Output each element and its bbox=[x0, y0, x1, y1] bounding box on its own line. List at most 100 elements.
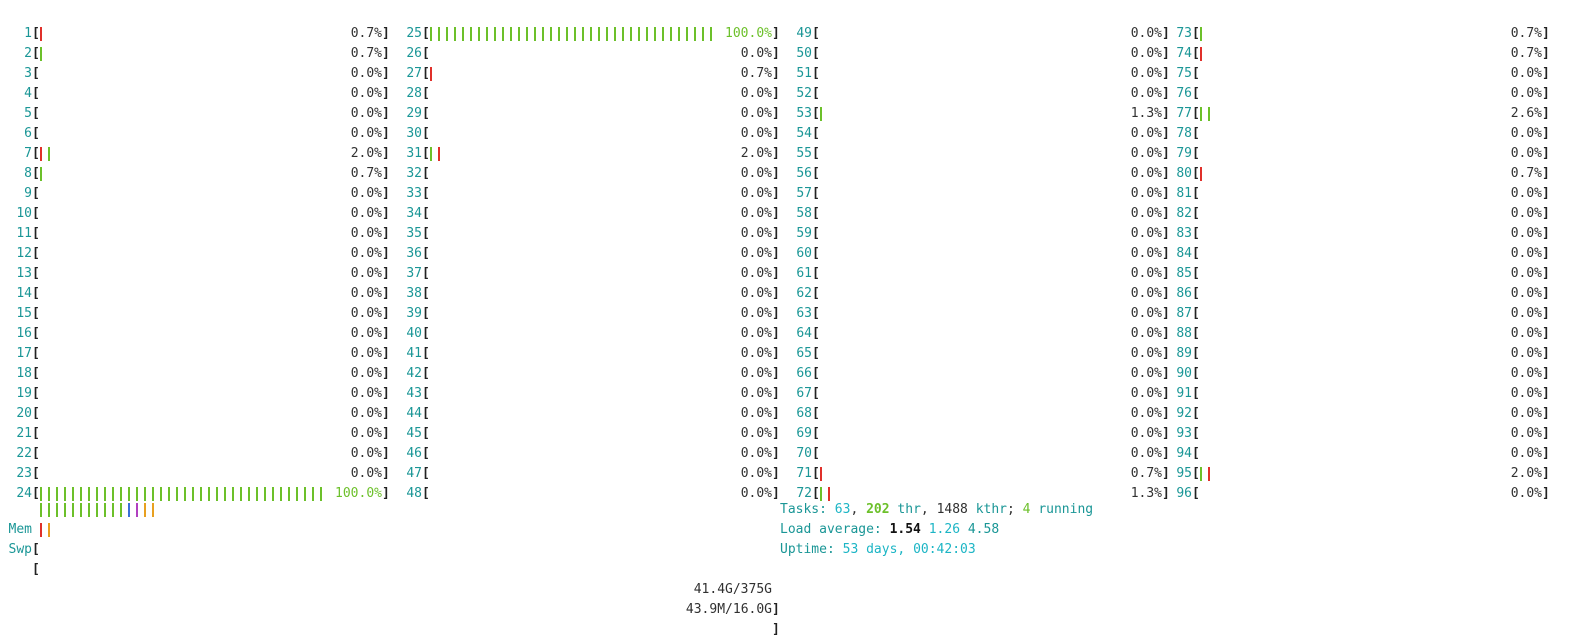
usage-bar bbox=[430, 27, 432, 41]
bracket-open: [ bbox=[812, 326, 820, 341]
cpu-percent: 0.0% bbox=[1130, 266, 1162, 281]
bracket-close: ] bbox=[1542, 46, 1550, 61]
cpu-percent: 0.0% bbox=[740, 446, 772, 461]
uptime-label: Uptime: bbox=[780, 542, 843, 557]
usage-bar bbox=[1200, 27, 1202, 41]
bracket-open: [ bbox=[1192, 366, 1200, 381]
cpu-percent: 0.0% bbox=[740, 426, 772, 441]
bracket-open: [ bbox=[422, 146, 430, 161]
bracket-close: ] bbox=[382, 266, 390, 281]
cpu-bar-graph bbox=[40, 44, 48, 64]
bracket-close: ] bbox=[1162, 326, 1170, 341]
bracket-open: [ bbox=[32, 426, 40, 441]
cpu-label: 45 bbox=[406, 426, 422, 441]
cpu-label: 73 bbox=[1176, 26, 1192, 41]
bracket-open: [ bbox=[32, 166, 40, 181]
bracket-open: [ bbox=[32, 306, 40, 321]
cpu-meter-43: 43[0.0%] bbox=[390, 384, 780, 404]
cpu-percent: 0.0% bbox=[1130, 26, 1162, 41]
bracket-open: [ bbox=[422, 346, 430, 361]
cpu-label: 39 bbox=[406, 306, 422, 321]
cpu-bar-graph bbox=[1200, 464, 1216, 484]
usage-bar bbox=[820, 467, 822, 481]
cpu-bar-graph bbox=[1200, 164, 1208, 184]
usage-bar bbox=[486, 27, 488, 41]
cpu-label: 85 bbox=[1176, 266, 1192, 281]
cpu-meter-95: 95[2.0%] bbox=[1160, 464, 1550, 484]
bracket-open: [ bbox=[422, 206, 430, 221]
bracket-open: [ bbox=[1192, 486, 1200, 501]
cpu-percent: 1.3% bbox=[1130, 106, 1162, 121]
cpu-label: 9 bbox=[24, 186, 32, 201]
bracket-open: [ bbox=[1192, 226, 1200, 241]
bracket-open: [ bbox=[32, 206, 40, 221]
bracket-close: ] bbox=[1542, 86, 1550, 101]
bracket-open: [ bbox=[1192, 66, 1200, 81]
cpu-bar-graph bbox=[820, 464, 828, 484]
tasks-sep-1: , bbox=[850, 502, 867, 517]
bracket-close: ] bbox=[1162, 366, 1170, 381]
bracket-open: [ bbox=[1192, 146, 1200, 161]
cpu-percent: 0.0% bbox=[1130, 286, 1162, 301]
usage-bar bbox=[40, 47, 42, 61]
cpu-label: 12 bbox=[16, 246, 32, 261]
bracket-close: ] bbox=[772, 346, 780, 361]
bracket-close: ] bbox=[1162, 106, 1170, 121]
cpu-percent: 0.7% bbox=[1510, 46, 1542, 61]
usage-bar bbox=[104, 487, 106, 501]
bracket-close: ] bbox=[1162, 426, 1170, 441]
cpu-meter-60: 60[0.0%] bbox=[780, 244, 1170, 264]
bracket-close: ] bbox=[772, 146, 780, 161]
bracket-open: [ bbox=[812, 426, 820, 441]
bracket-open: [ bbox=[32, 146, 40, 161]
bracket-close: ] bbox=[382, 306, 390, 321]
cpu-meter-22: 22[0.0%] bbox=[0, 444, 390, 464]
bracket-open: [ bbox=[422, 386, 430, 401]
bracket-open: [ bbox=[32, 226, 40, 241]
usage-bar bbox=[56, 487, 58, 501]
cpu-percent: 0.0% bbox=[350, 346, 382, 361]
cpu-meter-82: 82[0.0%] bbox=[1160, 204, 1550, 224]
usage-bar bbox=[1200, 47, 1202, 61]
cpu-label: 46 bbox=[406, 446, 422, 461]
cpu-percent: 0.0% bbox=[740, 166, 772, 181]
cpu-label: 67 bbox=[796, 386, 812, 401]
cpu-label: 28 bbox=[406, 86, 422, 101]
cpu-label: 17 bbox=[16, 346, 32, 361]
cpu-label: 29 bbox=[406, 106, 422, 121]
cpu-label: 7 bbox=[24, 146, 32, 161]
cpu-percent: 0.0% bbox=[1130, 126, 1162, 141]
cpu-percent: 0.0% bbox=[1130, 206, 1162, 221]
usage-bar bbox=[40, 27, 42, 41]
cpu-meter-28: 28[0.0%] bbox=[390, 84, 780, 104]
swap-bracket-close: ] bbox=[772, 622, 780, 637]
cpu-label: 82 bbox=[1176, 206, 1192, 221]
swap-value: 43.9M/16.0G bbox=[685, 602, 772, 617]
cpu-label: 52 bbox=[796, 86, 812, 101]
bracket-close: ] bbox=[382, 486, 390, 501]
cpu-meter-20: 20[0.0%] bbox=[0, 404, 390, 424]
cpu-label: 94 bbox=[1176, 446, 1192, 461]
cpu-percent: 2.0% bbox=[740, 146, 772, 161]
cpu-label: 66 bbox=[796, 366, 812, 381]
cpu-label: 47 bbox=[406, 466, 422, 481]
bracket-close: ] bbox=[1542, 106, 1550, 121]
cpu-label: 93 bbox=[1176, 426, 1192, 441]
cpu-percent: 0.0% bbox=[1130, 386, 1162, 401]
bracket-close: ] bbox=[772, 286, 780, 301]
bracket-open: [ bbox=[32, 486, 40, 501]
cpu-percent: 0.0% bbox=[1130, 46, 1162, 61]
cpu-meter-11: 11[0.0%] bbox=[0, 224, 390, 244]
cpu-meter-52: 52[0.0%] bbox=[780, 84, 1170, 104]
cpu-label: 72 bbox=[796, 486, 812, 501]
usage-bar bbox=[828, 487, 830, 501]
cpu-meter-66: 66[0.0%] bbox=[780, 364, 1170, 384]
bracket-open: [ bbox=[812, 186, 820, 201]
cpu-label: 77 bbox=[1176, 106, 1192, 121]
cpu-label: 59 bbox=[796, 226, 812, 241]
usage-bar bbox=[686, 27, 688, 41]
usage-bar bbox=[614, 27, 616, 41]
cpu-meter-13: 13[0.0%] bbox=[0, 264, 390, 284]
cpu-meter-24: 24[100.0%] bbox=[0, 484, 390, 504]
bracket-open: [ bbox=[812, 146, 820, 161]
